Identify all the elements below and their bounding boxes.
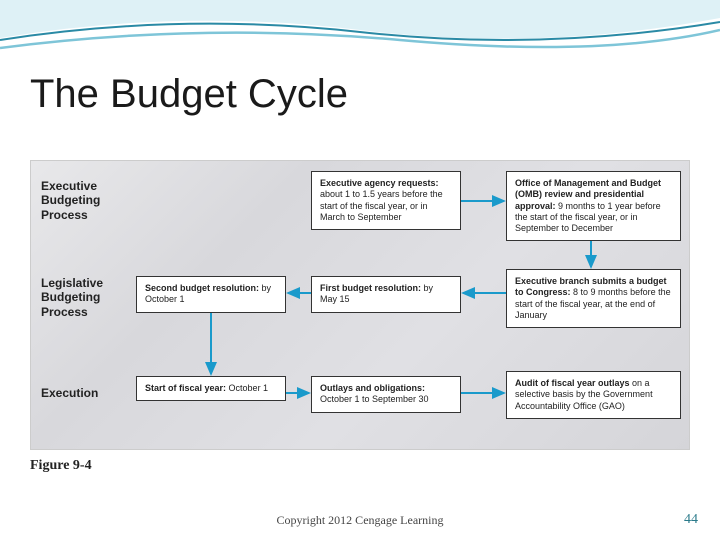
node-agency-requests: Executive agency requests: about 1 to 1.… (311, 171, 461, 230)
node-first-resolution: First budget resolution: by May 15 (311, 276, 461, 313)
row-label-legislative: Legislative Budgeting Process (41, 276, 131, 319)
page-number: 44 (684, 512, 698, 528)
node-audit: Audit of fiscal year outlays on a select… (506, 371, 681, 419)
node-omb-review: Office of Management and Budget (OMB) re… (506, 171, 681, 241)
copyright-text: Copyright 2012 Cengage Learning (0, 513, 720, 528)
figure-label: Figure 9-4 (30, 458, 92, 474)
row-label-executive: Executive Budgeting Process (41, 179, 131, 222)
node-outlays: Outlays and obligations: October 1 to Se… (311, 376, 461, 413)
node-submit-congress: Executive branch submits a budget to Con… (506, 269, 681, 328)
node-second-resolution: Second budget resolution: by October 1 (136, 276, 286, 313)
slide-title: The Budget Cycle (30, 72, 348, 117)
budget-cycle-diagram: Executive Budgeting Process Legislative … (30, 160, 690, 450)
node-fiscal-start: Start of fiscal year: October 1 (136, 376, 286, 401)
row-label-execution: Execution (41, 386, 131, 400)
wave-decoration (0, 0, 720, 70)
